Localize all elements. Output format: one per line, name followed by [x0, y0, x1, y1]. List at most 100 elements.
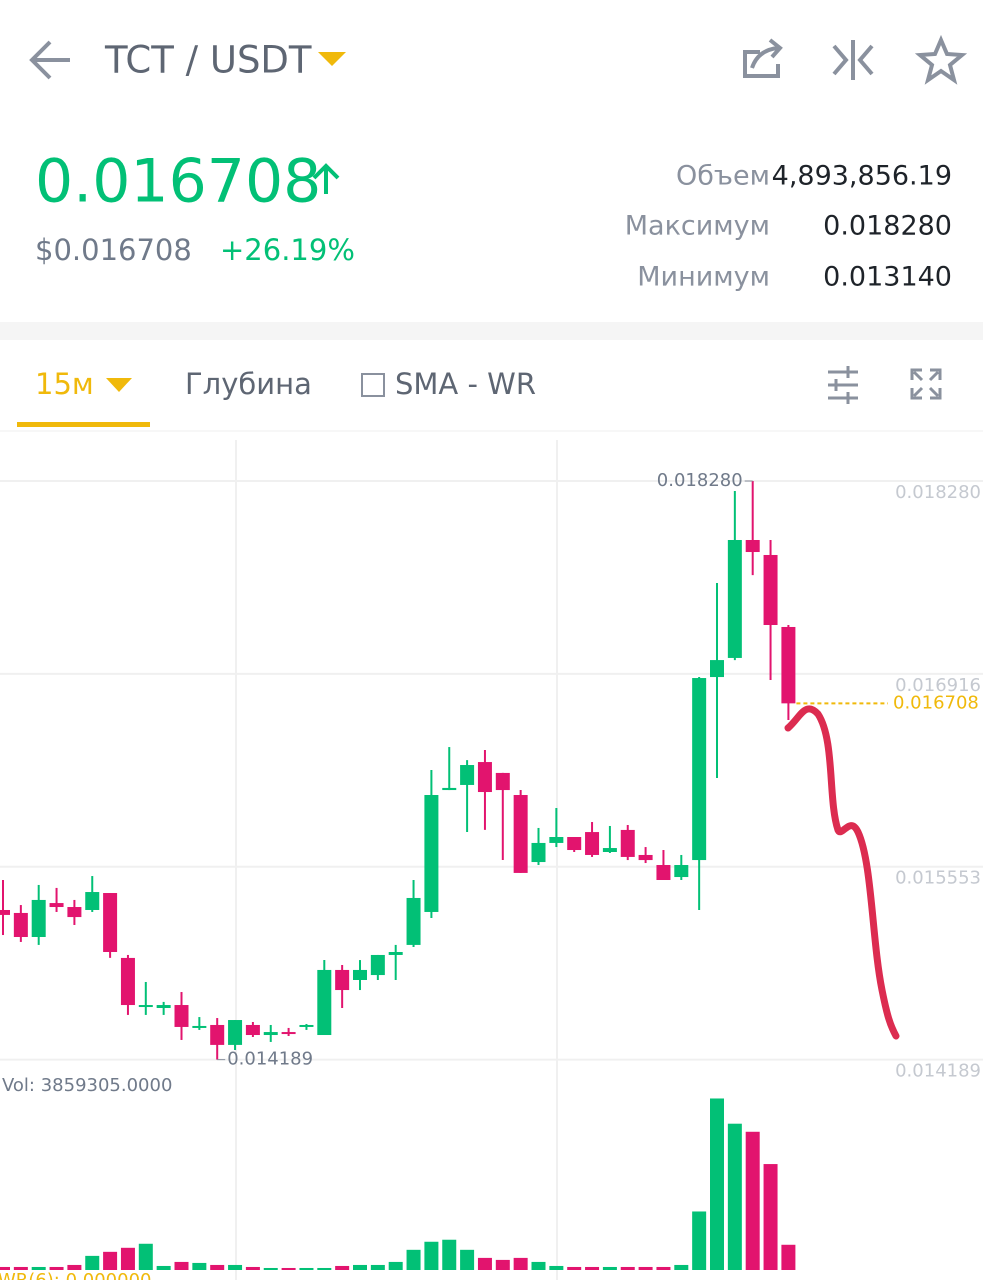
share-icon[interactable] — [743, 38, 783, 78]
candle-body — [156, 1005, 171, 1009]
tab-interval[interactable]: 15м — [35, 367, 94, 401]
candle-body — [549, 837, 564, 843]
wr-label: WR(6): 0.000000 — [0, 1270, 151, 1280]
chart-tools — [828, 366, 942, 404]
volume-bar — [103, 1251, 118, 1270]
candle-body — [692, 678, 707, 861]
candle-body — [281, 1032, 296, 1035]
volume-bar — [228, 1264, 243, 1270]
fullscreen-icon[interactable] — [910, 368, 942, 400]
volume-bar — [549, 1265, 564, 1270]
stat-value: 0.013140 — [823, 262, 952, 293]
volume-bar — [513, 1257, 528, 1270]
compare-icon[interactable] — [832, 40, 874, 80]
max-annotation: 0.018280 — [657, 470, 743, 491]
tab-underline — [17, 422, 150, 427]
volume-bar — [602, 1266, 617, 1270]
volume-bar — [370, 1264, 385, 1270]
hand-drawn-line — [784, 705, 900, 1040]
candle-body — [31, 899, 46, 938]
volume-bar — [263, 1267, 278, 1270]
settings-icon[interactable] — [828, 366, 858, 404]
pair-title[interactable]: TCT / USDT — [104, 39, 312, 82]
candle-body — [335, 969, 350, 991]
candle-body — [656, 865, 671, 881]
volume-bar — [495, 1259, 510, 1270]
interval-dropdown[interactable] — [106, 378, 132, 392]
tab-indicators[interactable]: SMA - WR — [395, 367, 536, 401]
volume-bar — [156, 1265, 171, 1270]
candle-body — [674, 865, 689, 878]
candle-body — [602, 848, 617, 852]
tab-depth[interactable]: Глубина — [185, 367, 312, 401]
pair-dropdown[interactable] — [318, 52, 346, 66]
volume-bar — [531, 1261, 546, 1270]
stat-label: Минимум — [637, 262, 770, 293]
separator — [0, 322, 983, 340]
candle-body — [85, 892, 100, 910]
volume-bar — [31, 1266, 46, 1270]
volume-bar — [442, 1239, 457, 1270]
volume-bar — [424, 1241, 439, 1270]
volume-bar — [120, 1247, 135, 1270]
volume-bar — [174, 1261, 189, 1270]
volume-bar — [245, 1266, 260, 1270]
candle-body — [317, 969, 332, 1036]
candle-body — [299, 1024, 314, 1027]
back-arrow[interactable] — [29, 40, 70, 80]
candle-body — [353, 969, 367, 980]
volume-bar — [299, 1267, 314, 1270]
candle-body — [567, 837, 582, 851]
candle-body — [263, 1032, 278, 1036]
candle-body — [103, 893, 118, 952]
indicator-icon — [361, 373, 385, 397]
volume-bar — [67, 1264, 82, 1270]
volume-bar — [638, 1266, 653, 1270]
volume-bar — [13, 1266, 28, 1270]
volume-bar — [353, 1264, 367, 1270]
candle-body — [13, 912, 28, 938]
favorite-icon[interactable] — [914, 34, 968, 85]
volume-bar — [388, 1261, 403, 1270]
volume-bar — [763, 1164, 778, 1270]
candle-body — [192, 1025, 207, 1028]
candle-body — [781, 626, 796, 704]
toolbar-icons — [743, 34, 968, 85]
candle-body — [67, 907, 82, 918]
volume-bar — [585, 1266, 600, 1270]
candle-body — [585, 832, 600, 855]
volume-bar — [727, 1123, 742, 1270]
plot: 0.018280 0.016916 0.015553 0.014189 0.016708… — [0, 470, 983, 1280]
volume-label: Vol: 3859305.0000 — [2, 1075, 172, 1096]
volume-bar — [85, 1255, 100, 1270]
candle-body — [210, 1024, 225, 1045]
stat-value: 4,893,856.19 — [772, 161, 952, 192]
volume-bar — [656, 1266, 671, 1270]
stat-label: Максимум — [625, 211, 770, 242]
candle-body — [174, 1005, 189, 1027]
candle-body — [388, 951, 403, 955]
price-change: +26.19% — [220, 233, 355, 267]
candle-body — [763, 554, 778, 625]
candle-body — [745, 539, 760, 553]
stat-value: 0.018280 — [823, 211, 952, 242]
min-annotation: 0.014189 — [227, 1049, 313, 1070]
volume-bar — [138, 1243, 153, 1270]
candle-body — [138, 1005, 153, 1008]
price-usd: $0.016708 — [35, 233, 192, 267]
last-price: 0.016708 — [35, 147, 321, 217]
volume-bar — [460, 1249, 475, 1270]
stats: Объем 4,893,856.19 Максимум 0.018280 Мин… — [625, 161, 952, 293]
volume-bar — [49, 1266, 64, 1270]
candle-body — [49, 903, 64, 908]
candle-body — [710, 660, 724, 678]
up-arrow — [312, 163, 340, 194]
candle-body — [477, 762, 492, 793]
candle-body — [442, 787, 457, 791]
candle-body — [120, 957, 135, 1006]
volume-bar — [477, 1257, 492, 1270]
candle-body — [245, 1024, 260, 1036]
candle-body — [513, 795, 528, 873]
candle-body — [370, 954, 385, 976]
